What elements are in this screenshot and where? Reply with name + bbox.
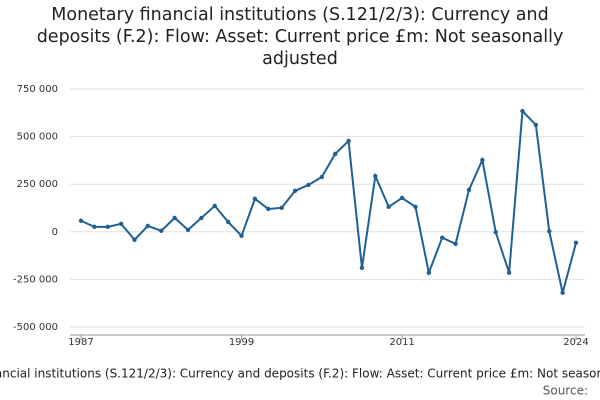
data-point <box>480 157 485 163</box>
data-point <box>520 108 525 114</box>
data-point <box>212 203 217 209</box>
y-tick-label: 500 000 <box>17 132 58 143</box>
data-point <box>386 204 391 210</box>
data-point <box>292 188 298 194</box>
data-point <box>266 206 271 212</box>
data-point <box>172 215 177 221</box>
data-point <box>453 241 458 246</box>
data-point <box>373 173 378 179</box>
data-point <box>346 138 351 144</box>
data-point <box>533 122 539 128</box>
data-point <box>118 221 124 227</box>
data-point <box>279 205 284 211</box>
y-tick-label: 0 <box>52 227 58 238</box>
data-point <box>78 218 84 223</box>
y-tick-label: -250 000 <box>13 274 58 285</box>
data-point <box>252 196 258 202</box>
data-point <box>440 235 445 240</box>
data-point <box>426 270 432 275</box>
y-tick-label: -500 000 <box>13 322 58 333</box>
data-point <box>319 174 325 180</box>
data-point <box>493 229 498 235</box>
data-point <box>225 219 231 225</box>
data-point <box>399 195 405 201</box>
x-axis-label: Monetary financial institutions (S.121/2… <box>0 367 600 381</box>
data-point <box>332 151 338 157</box>
y-tick-label: 250 000 <box>17 179 58 190</box>
data-point <box>185 227 191 233</box>
x-tick-label: 1987 <box>68 337 93 348</box>
data-point <box>92 224 97 230</box>
source: Source: <box>543 384 588 398</box>
x-tick-label: 2011 <box>389 337 414 348</box>
data-point <box>573 240 579 246</box>
data-point <box>560 290 565 295</box>
data-point <box>199 215 204 221</box>
data-point <box>506 270 512 275</box>
data-point <box>239 233 244 238</box>
x-tick-label: 1999 <box>229 337 254 348</box>
data-point <box>132 237 137 242</box>
data-point <box>105 224 110 230</box>
chart-title: Monetary financial institutions (S.121/2… <box>36 5 564 69</box>
data-point <box>306 182 311 188</box>
data-line <box>80 108 577 293</box>
data-point <box>145 223 151 229</box>
data-point <box>159 228 164 234</box>
x-tick-label: 2024 <box>563 337 588 348</box>
data-point <box>547 229 552 234</box>
y-tick-label: 750 000 <box>17 84 58 95</box>
data-point <box>413 204 418 210</box>
data-point <box>466 187 472 193</box>
data-point <box>359 265 365 270</box>
